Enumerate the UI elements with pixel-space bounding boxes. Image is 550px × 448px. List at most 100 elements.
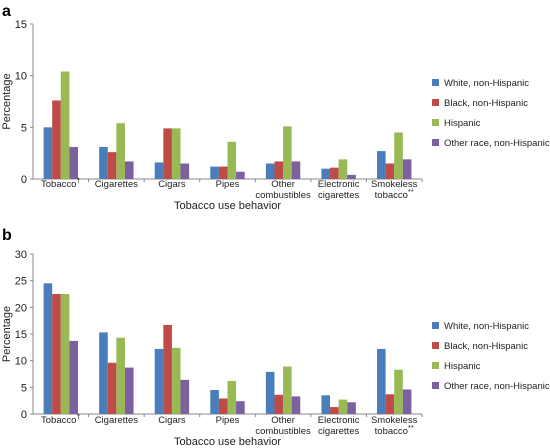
bar-white-non-hispanic-2	[154, 162, 164, 179]
y-tick-label: 10	[15, 356, 27, 368]
y-tick-label: 15	[15, 19, 27, 31]
bar-other-race-non-hispanic-2	[180, 379, 190, 414]
legend-entry: Hispanic	[444, 361, 481, 372]
bar-black-non-hispanic-0	[52, 294, 61, 414]
category-label: Cigars	[158, 415, 186, 426]
bar-other-race-non-hispanic-1	[124, 161, 134, 179]
bar-other-race-non-hispanic-6	[402, 389, 412, 414]
bar-white-non-hispanic-6	[377, 151, 386, 179]
bar-white-non-hispanic-5	[321, 395, 331, 414]
legend-swatch	[432, 139, 439, 146]
bar-other-race-non-hispanic-4	[291, 161, 301, 179]
bar-other-race-non-hispanic-0	[69, 340, 78, 414]
bar-other-race-non-hispanic-0	[69, 146, 78, 179]
bar-black-non-hispanic-4	[274, 161, 284, 179]
bar-white-non-hispanic-6	[377, 348, 386, 414]
bar-black-non-hispanic-6	[385, 163, 395, 179]
bar-black-non-hispanic-6	[385, 394, 395, 414]
bar-other-race-non-hispanic-5	[347, 174, 356, 179]
y-axis-title: Percentage	[1, 73, 13, 129]
bar-white-non-hispanic-4	[265, 163, 275, 179]
legend-entry: Other race, non-Hispanic	[444, 138, 550, 149]
bar-hispanic-4	[283, 126, 292, 179]
bar-hispanic-3	[227, 380, 237, 414]
legend-entry: White, non-Hispanic	[444, 78, 529, 89]
y-tick-label: 15	[15, 329, 27, 341]
legend-entry: White, non-Hispanic	[444, 321, 529, 332]
panel-a: a 0 5 10 15 Percentage Tobacco use behavior Tob…	[1, 3, 550, 212]
category-label: Pipes	[216, 179, 240, 190]
x-axis-title: Tobacco use behavior	[174, 436, 281, 448]
bar-black-non-hispanic-0	[52, 100, 61, 179]
bar-other-race-non-hispanic-2	[180, 163, 190, 179]
legend-swatch	[432, 99, 439, 106]
category-label: combustibles	[255, 190, 311, 201]
bar-white-non-hispanic-0	[43, 283, 53, 414]
bar-hispanic-5	[338, 399, 348, 414]
category-label: cigarettes	[318, 190, 359, 201]
legend-swatch	[432, 322, 439, 329]
category-label: combustibles	[255, 426, 311, 437]
category-label: Smokeless	[371, 179, 418, 190]
category-label: Tobacco†	[41, 412, 81, 426]
bar-other-race-non-hispanic-3	[236, 401, 245, 414]
bar-hispanic-4	[283, 366, 292, 414]
bar-hispanic-5	[338, 159, 348, 179]
legend-swatch	[432, 79, 439, 86]
bar-other-race-non-hispanic-5	[347, 402, 356, 414]
legend-entry: Black, non-Hispanic	[444, 341, 528, 352]
category-label: Pipes	[216, 415, 240, 426]
legend-swatch	[432, 119, 439, 126]
category-label: Tobacco†	[41, 176, 81, 190]
y-tick-label: 30	[15, 249, 27, 261]
y-axis-title: Percentage	[1, 306, 13, 362]
panel-label: b	[2, 227, 12, 244]
bar-white-non-hispanic-1	[99, 332, 108, 414]
bar-hispanic-0	[60, 294, 70, 414]
bar-black-non-hispanic-2	[163, 128, 172, 179]
panel-label: a	[2, 3, 11, 20]
bar-hispanic-1	[116, 337, 125, 414]
y-tick-label: 5	[21, 122, 27, 134]
y-tick-label: 5	[21, 382, 27, 394]
category-label: Other	[271, 415, 295, 426]
bar-other-race-non-hispanic-3	[236, 171, 245, 179]
legend: White, non-Hispanic Black, non-Hispanic Hi…	[432, 321, 550, 392]
bar-hispanic-0	[60, 71, 70, 179]
category-label: Cigarettes	[95, 179, 139, 190]
y-tick-label: 20	[15, 302, 27, 314]
bar-white-non-hispanic-5	[321, 168, 331, 179]
bar-hispanic-6	[394, 369, 403, 414]
y-tick-label: 0	[21, 409, 27, 421]
bar-black-non-hispanic-3	[218, 398, 228, 414]
y-tick-label: 25	[15, 276, 27, 288]
bar-black-non-hispanic-5	[330, 407, 339, 414]
category-label: Smokeless	[371, 415, 418, 426]
bar-white-non-hispanic-1	[99, 146, 108, 179]
y-tick-label: 10	[15, 71, 27, 83]
legend-swatch	[432, 342, 439, 349]
category-label: Electronic	[318, 179, 360, 190]
category-label: cigarettes	[318, 426, 359, 437]
bar-black-non-hispanic-1	[107, 152, 117, 179]
x-axis-title: Tobacco use behavior	[174, 200, 281, 212]
category-label: tobacco**	[375, 187, 414, 201]
legend-entry: Hispanic	[444, 118, 481, 129]
bar-hispanic-3	[227, 141, 237, 179]
bar-black-non-hispanic-5	[330, 167, 339, 179]
bar-white-non-hispanic-3	[210, 390, 219, 414]
category-label: Electronic	[318, 415, 360, 426]
category-label: Cigarettes	[95, 415, 139, 426]
legend: White, non-Hispanic Black, non-Hispanic Hi…	[432, 78, 550, 149]
bar-other-race-non-hispanic-4	[291, 396, 301, 414]
bar-hispanic-6	[394, 132, 403, 179]
bar-other-race-non-hispanic-6	[402, 159, 412, 179]
bar-hispanic-2	[171, 128, 181, 179]
bar-hispanic-2	[171, 347, 181, 414]
bar-white-non-hispanic-0	[43, 127, 53, 179]
legend-swatch	[432, 362, 439, 369]
legend-swatch	[432, 382, 439, 389]
category-label: Other	[271, 179, 295, 190]
panel-b: b 0 5 10 15 20 25 30 Percentage Tobacco use behav…	[1, 227, 550, 448]
